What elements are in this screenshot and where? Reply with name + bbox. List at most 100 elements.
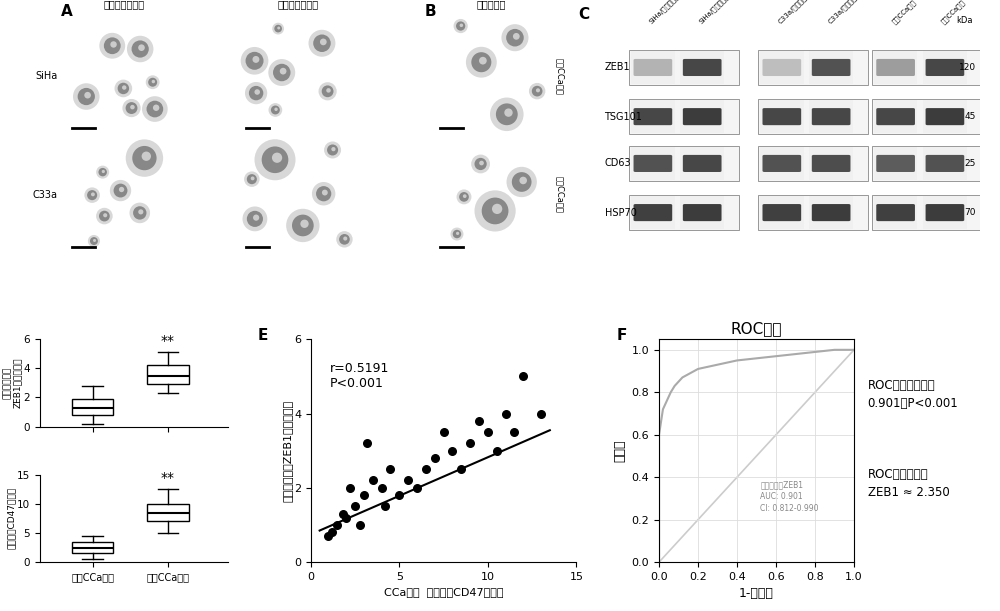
Circle shape [90, 237, 98, 245]
Circle shape [474, 158, 487, 170]
FancyBboxPatch shape [629, 50, 739, 85]
Circle shape [93, 239, 96, 242]
FancyBboxPatch shape [926, 59, 964, 76]
Text: **: ** [161, 334, 175, 348]
FancyBboxPatch shape [683, 155, 722, 172]
Bar [680, 100, 724, 133]
Text: C33a: C33a [32, 190, 57, 200]
Point [320, 531, 336, 541]
FancyBboxPatch shape [926, 108, 964, 125]
Circle shape [247, 211, 263, 227]
Text: CD63: CD63 [605, 158, 631, 169]
Text: r=0.5191
P<0.001: r=0.5191 P<0.001 [329, 362, 389, 389]
FancyBboxPatch shape [812, 108, 850, 125]
Circle shape [456, 21, 465, 31]
Text: kDa: kDa [956, 16, 972, 25]
Point [462, 438, 478, 448]
Circle shape [459, 192, 469, 202]
Point [335, 509, 351, 519]
Circle shape [99, 33, 125, 59]
FancyBboxPatch shape [812, 204, 850, 221]
Circle shape [99, 211, 110, 221]
Circle shape [122, 86, 126, 90]
Circle shape [254, 139, 296, 180]
Circle shape [245, 82, 267, 104]
Y-axis label: 肌瘤组织CD47表达量: 肌瘤组织CD47表达量 [7, 488, 16, 549]
Bar [874, 147, 917, 180]
Circle shape [84, 92, 91, 98]
Point [377, 502, 393, 511]
Circle shape [247, 174, 257, 184]
Circle shape [271, 106, 280, 114]
X-axis label: CCa患者  肌瘤组织CD47表达量: CCa患者 肌瘤组织CD47表达量 [384, 587, 503, 598]
Circle shape [456, 232, 459, 235]
Circle shape [277, 26, 280, 29]
Circle shape [87, 190, 97, 200]
Bar [923, 147, 967, 180]
FancyBboxPatch shape [758, 50, 868, 85]
Point [515, 371, 531, 381]
Text: 血浆外泌体ZEB1
AUC: 0.901
CI: 0.812-0.990: 血浆外泌体ZEB1 AUC: 0.901 CI: 0.812-0.990 [760, 480, 819, 513]
FancyBboxPatch shape [876, 155, 915, 172]
Circle shape [253, 214, 259, 221]
Text: B: B [425, 4, 436, 20]
Circle shape [336, 231, 353, 247]
Circle shape [114, 184, 127, 197]
Circle shape [241, 47, 268, 75]
Text: 晚期CCa患者: 晚期CCa患者 [555, 177, 564, 213]
Bar [809, 147, 853, 180]
Circle shape [126, 102, 137, 114]
Circle shape [119, 187, 124, 192]
Y-axis label: 敏感性: 敏感性 [613, 439, 626, 462]
Bar [760, 147, 804, 180]
Text: 25: 25 [965, 159, 976, 168]
Circle shape [78, 88, 95, 105]
FancyBboxPatch shape [812, 155, 850, 172]
FancyBboxPatch shape [634, 59, 672, 76]
FancyBboxPatch shape [758, 146, 868, 181]
Point [338, 513, 354, 522]
Circle shape [142, 152, 151, 161]
Circle shape [463, 194, 467, 198]
FancyBboxPatch shape [926, 155, 964, 172]
FancyBboxPatch shape [634, 108, 672, 125]
Circle shape [246, 52, 264, 70]
Circle shape [504, 108, 513, 117]
Circle shape [274, 25, 282, 32]
Circle shape [327, 144, 338, 156]
Circle shape [482, 197, 508, 224]
Circle shape [343, 236, 347, 241]
Circle shape [274, 108, 278, 111]
Text: F: F [616, 328, 627, 343]
PathPatch shape [72, 399, 113, 415]
Circle shape [91, 192, 95, 196]
Point [391, 491, 407, 500]
Circle shape [272, 23, 284, 34]
Text: ZEB1: ZEB1 [605, 62, 630, 73]
Text: ROC最优界値：
ZEB1 ≈ 2.350: ROC最优界値： ZEB1 ≈ 2.350 [868, 469, 949, 500]
Point [436, 427, 452, 437]
Circle shape [115, 79, 132, 97]
Point [409, 483, 425, 492]
Circle shape [339, 234, 350, 244]
Point [382, 464, 398, 474]
Circle shape [118, 82, 129, 94]
Circle shape [104, 37, 121, 54]
Point [400, 475, 416, 485]
Circle shape [84, 188, 100, 203]
Bar [809, 100, 853, 133]
Y-axis label: 血浆外泌体中
ZEB1相对表达量: 血浆外泌体中 ZEB1相对表达量 [3, 357, 22, 408]
Text: 晚期CCa患者: 晚期CCa患者 [940, 0, 967, 25]
FancyBboxPatch shape [926, 204, 964, 221]
Circle shape [308, 30, 335, 57]
FancyBboxPatch shape [876, 108, 915, 125]
Text: SiHa: SiHa [35, 71, 57, 81]
Text: 缺氧上清外泌体: 缺氧上清外泌体 [277, 0, 318, 9]
Text: C33a/常氧外泌体: C33a/常氧外泌体 [777, 0, 811, 25]
Circle shape [147, 101, 163, 117]
Circle shape [272, 153, 282, 163]
Text: 120: 120 [959, 63, 976, 72]
Circle shape [98, 168, 107, 177]
Circle shape [312, 182, 335, 205]
Circle shape [292, 214, 314, 236]
